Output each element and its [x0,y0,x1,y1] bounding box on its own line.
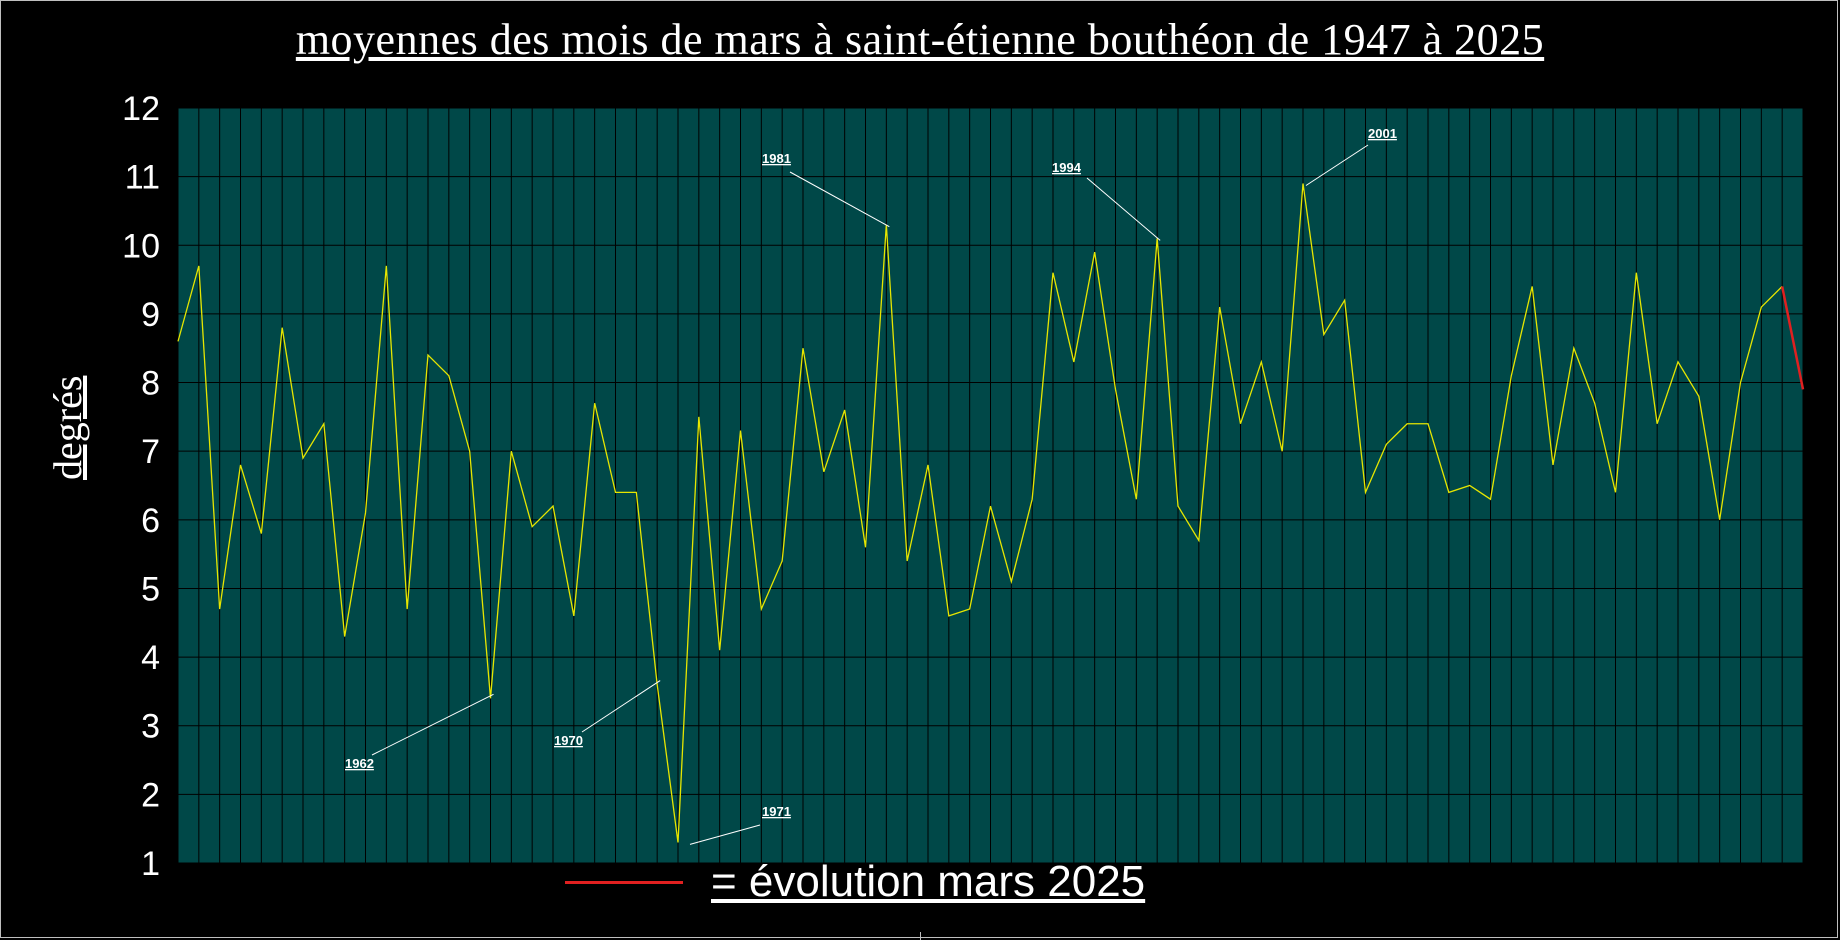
annotation-label-1971: 1971 [762,804,791,819]
y-tick-label: 7 [141,433,160,471]
y-tick-label: 3 [141,708,160,746]
annotation-label-2001: 2001 [1368,126,1397,141]
annotation-leader-1970 [581,680,661,733]
y-tick-label: 5 [141,570,160,608]
y-tick-label: 2 [141,776,160,814]
annotation-leader-1962 [371,693,494,756]
y-tick-label: 10 [122,227,160,265]
y-tick-label: 12 [122,90,160,128]
annotation-label-1981: 1981 [762,151,791,166]
chart-title: moyennes des mois de mars à saint-étienn… [295,15,1545,64]
annotation-leader-1981 [789,171,890,228]
y-tick-label: 4 [141,639,160,677]
series-line [177,183,1783,843]
annotation-label-1994: 1994 [1052,160,1082,175]
legend: = évolution mars 2025 [565,852,1145,912]
annotation-leader-1994 [1086,177,1161,241]
annotation-leader-2001 [1305,144,1369,186]
y-tick-label: 6 [141,502,160,540]
highlight-segment-2025 [1780,286,1805,390]
annotation-label-1970: 1970 [554,733,583,748]
frame-divider [920,932,921,940]
y-tick-label: 11 [125,159,160,197]
legend-label: = évolution mars 2025 [711,857,1146,906]
y-tick-label: 9 [141,296,160,334]
legend-swatch [565,880,683,884]
y-tick-label: 1 [141,845,160,883]
annotation-leader-1971 [689,824,761,845]
y-tick-label: 8 [141,365,160,403]
annotation-label-1962: 1962 [345,756,374,771]
